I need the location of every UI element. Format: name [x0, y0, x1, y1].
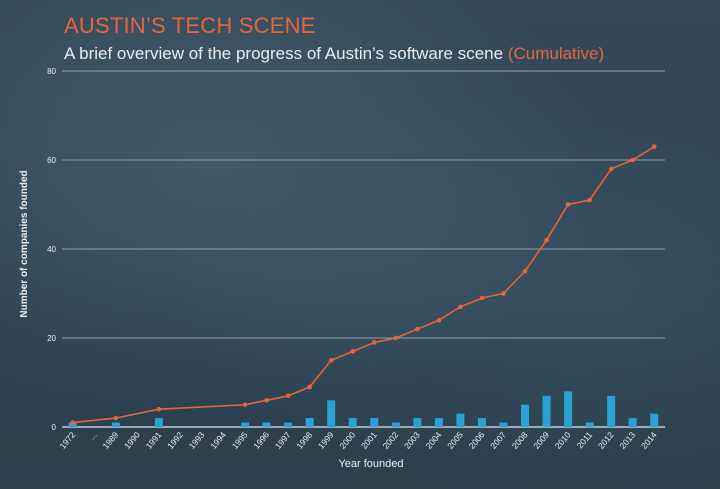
- bar: [477, 418, 486, 427]
- bar: [154, 418, 163, 427]
- data-point: [242, 402, 248, 408]
- gridlines: [62, 70, 665, 428]
- data-point: [436, 317, 442, 323]
- x-tick-label: 2008: [510, 430, 530, 451]
- x-tick-label: 1994: [208, 430, 228, 451]
- y-tick-label: 0: [52, 423, 57, 432]
- data-point: [501, 291, 506, 296]
- bar: [111, 422, 120, 427]
- line-series: [70, 144, 657, 425]
- chart-title: AUSTIN’S TECH SCENE: [64, 13, 316, 38]
- x-tick-label: 2014: [639, 430, 659, 451]
- y-tick-label: 60: [47, 156, 56, 165]
- data-point: [371, 340, 377, 345]
- bar: [370, 418, 379, 427]
- x-tick-label: 2012: [596, 430, 616, 451]
- data-point: [458, 304, 463, 310]
- x-tick-label: 2009: [531, 430, 551, 451]
- x-tick-label: 2011: [575, 430, 595, 451]
- bar: [456, 413, 465, 427]
- data-point: [328, 357, 334, 363]
- data-point: [350, 349, 356, 354]
- bar: [607, 395, 616, 427]
- x-tick-label: ...: [87, 430, 99, 442]
- bar: [542, 395, 551, 427]
- data-point: [522, 268, 528, 274]
- bar: [305, 418, 314, 427]
- y-tick-label: 40: [47, 245, 56, 254]
- data-point: [544, 237, 549, 243]
- x-tick-label: 2010: [553, 430, 573, 451]
- data-point: [587, 197, 592, 203]
- bar-series: [68, 391, 659, 427]
- bar: [628, 418, 637, 427]
- bar: [650, 413, 659, 427]
- data-point: [264, 398, 269, 403]
- data-point: [651, 144, 657, 149]
- x-tick-label: 1997: [273, 430, 293, 451]
- bar: [521, 404, 530, 427]
- x-tick-label: 2000: [337, 430, 357, 451]
- x-tick-label: 2004: [424, 430, 444, 451]
- bar: [434, 418, 443, 427]
- bar: [413, 418, 422, 427]
- y-tick-labels: 0 20 40 60 80: [47, 67, 56, 432]
- x-tick-label: 1996: [251, 430, 271, 451]
- x-tick-labels: 1972... 1989 1990 1991 1992 1993 1994 1995 1996 1…: [57, 430, 658, 451]
- data-point: [630, 157, 635, 163]
- bar: [391, 422, 400, 427]
- x-tick-label: 2013: [617, 430, 637, 451]
- data-point: [156, 406, 162, 412]
- data-point: [285, 393, 291, 399]
- data-point: [393, 335, 399, 341]
- data-point: [113, 415, 119, 421]
- chart-subtitle: A brief overview of the progress of Aust…: [64, 44, 604, 64]
- bar: [262, 422, 271, 427]
- x-tick-label: 1992: [165, 430, 185, 451]
- x-tick-label: 1989: [101, 430, 121, 451]
- data-point: [565, 202, 571, 207]
- data-point: [415, 326, 420, 332]
- x-tick-label: 1972: [57, 430, 77, 451]
- x-tick-label: 1990: [122, 430, 142, 451]
- subtitle-text: A brief overview of the progress of Aust…: [64, 44, 504, 63]
- bar: [564, 391, 573, 427]
- bar: [499, 422, 508, 427]
- bar: [348, 418, 357, 427]
- x-tick-label: 1999: [316, 430, 336, 451]
- y-tick-label: 80: [47, 67, 56, 76]
- x-tick-label: 1995: [230, 430, 250, 451]
- series-line: [72, 145, 655, 424]
- x-tick-label: 2003: [402, 430, 422, 451]
- bar: [327, 400, 336, 427]
- data-point: [70, 420, 76, 425]
- bar: [585, 422, 594, 427]
- x-tick-label: 1993: [187, 430, 207, 451]
- data-point: [608, 166, 614, 172]
- subtitle-accent: (Cumulative): [507, 44, 605, 63]
- x-axis-label: Year founded: [338, 458, 403, 470]
- x-tick-label: 2001: [359, 430, 379, 451]
- x-tick-label: 2002: [381, 430, 401, 451]
- y-tick-label: 20: [47, 334, 56, 343]
- data-point: [307, 384, 312, 390]
- x-tick-label: 1998: [294, 430, 314, 451]
- data-point: [479, 295, 485, 301]
- x-tick-label: 2007: [488, 430, 508, 451]
- x-tick-label: 2006: [467, 430, 487, 451]
- bar: [284, 422, 293, 427]
- y-axis-label: Number of companies founded: [19, 170, 30, 317]
- x-tick-label: 1991: [144, 430, 164, 451]
- x-tick-label: 2005: [445, 430, 465, 451]
- bar: [241, 422, 250, 427]
